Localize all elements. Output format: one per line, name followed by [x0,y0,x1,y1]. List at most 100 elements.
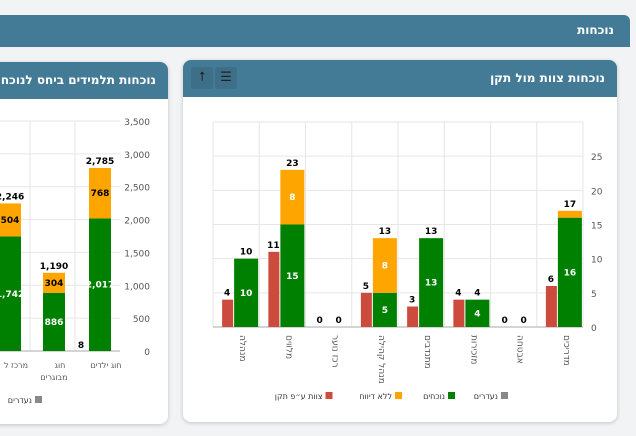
value-label: 15 [286,272,299,282]
y-tick-label: 10 [591,256,603,266]
category-label: חוג ילדים [90,361,121,370]
section-header: נוכחות [0,15,630,47]
bar-present [465,299,490,327]
legend-label: צוות ע״פ תקן [275,392,323,401]
value-label: 0 [501,316,507,326]
total-label: 4 [474,289,480,299]
total-label: 10 [240,248,253,258]
y-tick-label: 25 [591,153,602,163]
value-label: 5 [382,306,388,316]
card-header: נוכחות צוות מול תקן ⭡ ☰ [183,60,617,97]
value-label: 304 [45,279,64,289]
value-label: 3 [409,296,415,306]
value-label: 768 [91,189,110,199]
value-label: 4 [474,309,480,319]
category-label: מלווים [283,335,293,359]
legend-swatch [448,392,455,399]
value-label: 4 [224,289,230,299]
legend-swatch [501,392,508,399]
bar-present [234,258,259,327]
value-label: 2,017 [86,281,114,291]
value-label: 886 [45,318,64,328]
value-label: 10 [240,289,253,299]
value-label: 11 [267,241,280,251]
export-icon[interactable]: ⭡ [191,67,213,89]
total-label: 13 [425,227,438,237]
legend-label: ללא דיווח [359,392,392,401]
category-label: מבוגרים [40,373,67,382]
value-label: 8 [382,262,388,272]
category-label: אבטחה [515,335,525,364]
bar-noreport [43,272,65,293]
category-label: מרכז ל [4,361,28,370]
total-label: 2,246 [0,192,24,202]
value-label: 1,742 [0,290,24,300]
y-tick-label: 1,500 [124,249,150,259]
card-title: נוכחות תלמידים ביחס לנוכחות [0,73,156,87]
y-tick-label: 1,000 [124,282,150,292]
total-label: 23 [286,159,299,169]
y-tick-label: 3,500 [124,118,150,128]
legend-swatch [35,396,42,403]
bar-required [453,299,465,327]
y-tick-label: 2,500 [124,184,150,194]
y-tick-label: 0 [144,348,150,358]
students-chart: 0 500 1,000 1,500 2,000 2,500 3,000 3,500 2,017 7… [0,118,150,405]
bar-present [280,224,305,327]
total-label: 0 [335,316,341,326]
y-tick-label: 2,000 [124,217,150,227]
bar-required [407,306,419,327]
value-label: 5 [363,282,369,292]
total-label: 0 [520,316,526,326]
bar-required [268,251,280,327]
legend-swatch [325,392,333,399]
y-tick-label: 3,000 [124,151,150,161]
value-label: 8 [78,341,84,351]
y-tick-label: 20 [591,187,603,197]
section-title: נוכחות [577,23,614,37]
y-tick-label: 5 [591,290,597,300]
value-label: 16 [564,268,577,278]
total-label: 13 [379,227,392,237]
bar-noreport [89,167,111,219]
value-label: 6 [548,275,554,285]
legend-label: נעדרים [8,396,32,405]
bar-noreport [372,238,397,293]
total-label: 1,190 [40,262,68,272]
legend-label: נוכחים [423,392,445,401]
bar-present [372,292,397,327]
value-label: 8 [289,193,295,203]
bar-noreport [280,169,305,225]
value-label: 504 [1,216,20,226]
category-label: מתנדבים [422,335,432,369]
category-label: מזכירות [468,335,478,364]
bar-present [89,218,111,351]
staff-attendance-card: נוכחות צוות מול תקן ⭡ ☰ 0 5 10 15 20 25 6 16 17 מ… [183,60,617,422]
bar-present [557,217,582,327]
y-tick-label: 15 [591,222,602,232]
bar-required [222,299,234,327]
y-tick-label: 0 [591,324,597,334]
bar-noreport [0,203,21,237]
card-header: נוכחות תלמידים ביחס לנוכחות [0,62,168,99]
table-icon[interactable]: ☰ [215,67,237,89]
students-attendance-card: נוכחות תלמידים ביחס לנוכחות 0 500 1,000 1,5… [0,62,168,424]
category-label: מנהל קהילה [376,335,386,384]
staff-chart: 0 5 10 15 20 25 6 16 17 מדריכים 0 0 אבטחה 4 4 4 מזכירות 3… [212,121,603,401]
legend-label: נעדרים [474,392,498,401]
value-label: 0 [316,316,322,326]
card-title: נוכחות צוות מול תקן [490,71,605,85]
bar-noreport [557,210,582,218]
category-label: חוג [55,361,66,370]
value-label: 4 [455,289,461,299]
bar-present [419,238,444,327]
bar-required [545,286,557,327]
category-label: מנהלה [237,335,247,362]
bar-present [43,292,65,351]
legend-swatch [395,392,402,399]
bar-required [360,292,372,327]
total-label: 2,785 [86,157,114,167]
y-tick-label: 500 [133,315,150,325]
bar-present [0,236,21,351]
total-label: 17 [564,200,577,210]
